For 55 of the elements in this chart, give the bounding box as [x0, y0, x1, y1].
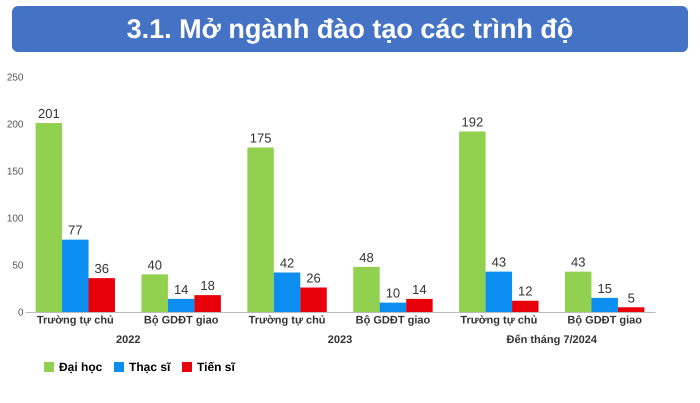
bar [512, 300, 539, 312]
data-label: 43 [571, 254, 586, 270]
bar [300, 288, 327, 312]
y-tick-label: 250 [6, 72, 24, 84]
legend-label: Thạc sĩ [129, 360, 172, 374]
data-label: 201 [38, 106, 60, 122]
data-label: 43 [492, 254, 506, 270]
data-label: 5 [628, 290, 635, 306]
data-label: 77 [68, 222, 83, 238]
data-label: 36 [94, 261, 109, 276]
x-tick-label: Bộ GDĐT giao [567, 314, 642, 326]
text: Đến tháng 7/2024 [506, 334, 598, 346]
y-tick-label: 50 [12, 260, 24, 272]
data-label: 14 [412, 282, 427, 297]
data-label: 14 [174, 282, 188, 297]
text: 2022 [116, 334, 140, 346]
y-tick-label: 150 [6, 166, 24, 178]
data-label: 40 [147, 257, 162, 272]
text: 2023 [328, 334, 352, 346]
bar [565, 272, 592, 312]
data-label: 48 [359, 250, 374, 265]
y-tick-label: 0 [18, 308, 24, 318]
chart-title: 3.1. Mở ngành đào tạo các trình độ [12, 6, 688, 52]
bar [380, 302, 406, 312]
y-tick-label: 200 [6, 120, 24, 130]
data-label: 10 [386, 286, 400, 301]
bar [194, 295, 221, 312]
bar [141, 274, 168, 312]
bar [353, 266, 380, 312]
bar [88, 278, 115, 312]
bar [168, 298, 194, 312]
x-tick-label: Bộ GDĐT giao [144, 314, 219, 326]
bar [486, 272, 512, 312]
bar [591, 298, 618, 312]
bar [618, 307, 644, 312]
x-tick-label: Trường tự chủ [36, 314, 114, 326]
legend-label: Đại học [59, 360, 103, 374]
data-label: 15 [597, 280, 612, 296]
data-label: 175 [250, 130, 272, 146]
x-tick-label: Trường tự chủ [460, 314, 538, 326]
data-label: 42 [280, 256, 294, 271]
bar [62, 240, 89, 312]
data-label: 18 [200, 278, 215, 294]
legend-label: Tiến sĩ [197, 360, 236, 374]
x-tick-label: Trường tự chủ [248, 314, 326, 326]
y-tick-label: 100 [6, 214, 24, 224]
bar [247, 148, 274, 312]
data-label: 192 [462, 114, 484, 130]
bar [274, 272, 300, 312]
data-label: 26 [306, 270, 321, 286]
bar [406, 298, 433, 312]
x-tick-label: Bộ GDĐT giao [356, 314, 430, 326]
bar [36, 123, 62, 312]
bar [459, 132, 486, 312]
data-label: 12 [518, 284, 533, 299]
